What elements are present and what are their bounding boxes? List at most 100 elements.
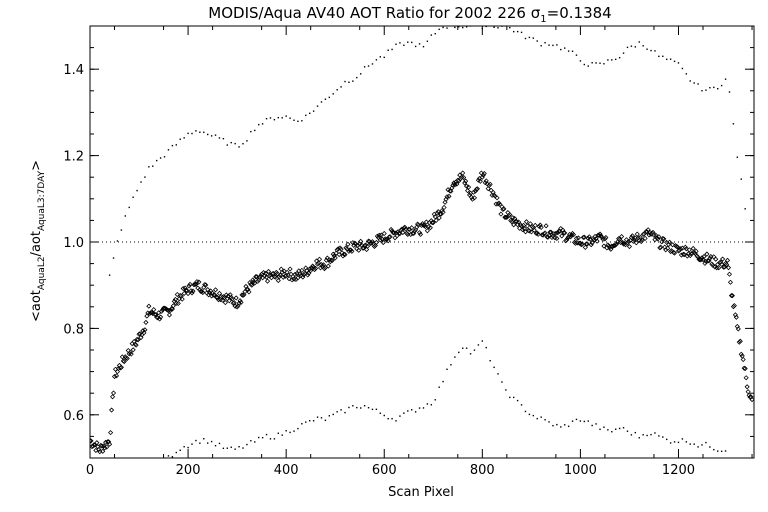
- mean-point: [143, 319, 149, 326]
- upper-bound-point: [332, 93, 334, 95]
- mean-point: [140, 328, 146, 334]
- lower-bound-point: [689, 443, 691, 445]
- mean-point: [594, 238, 600, 244]
- mean-point: [444, 194, 450, 200]
- lower-bound-point: [536, 417, 538, 420]
- mean-point: [325, 263, 331, 269]
- mean-point: [689, 250, 695, 256]
- lower-bound-point: [399, 415, 401, 417]
- lower-bound-point: [265, 433, 268, 436]
- lower-bound-point: [391, 417, 393, 420]
- lower-bound-point: [167, 455, 170, 457]
- mean-point: [380, 240, 386, 246]
- mean-point: [519, 227, 526, 233]
- mean-point: [733, 314, 739, 320]
- mean-point: [642, 235, 648, 241]
- x-tick-label: 1000: [564, 463, 597, 478]
- upper-bound-point: [564, 47, 566, 49]
- mean-point: [420, 222, 427, 228]
- mean-point: [169, 306, 175, 312]
- lower-bound-point: [407, 410, 409, 412]
- mean-point: [376, 232, 382, 238]
- lower-bound-point: [560, 426, 562, 428]
- mean-point: [277, 272, 283, 278]
- mean-point: [153, 312, 159, 318]
- lower-bound-point: [269, 438, 272, 440]
- lower-bound-point: [646, 434, 648, 437]
- mean-point: [629, 233, 635, 239]
- upper-bound-point: [489, 26, 491, 27]
- mean-point: [386, 234, 392, 240]
- mean-point: [107, 441, 113, 447]
- mean-point: [723, 261, 730, 268]
- chart-title-value: =0.1384: [547, 4, 612, 22]
- mean-point: [700, 257, 706, 263]
- upper-bound-point: [548, 44, 550, 46]
- mean-point: [601, 243, 607, 249]
- upper-bound-point: [544, 42, 546, 44]
- lower-bound-point: [257, 436, 260, 439]
- mean-point: [680, 251, 686, 257]
- mean-point: [114, 369, 121, 375]
- mean-point: [409, 225, 415, 231]
- mean-point: [274, 271, 280, 277]
- upper-bound-point: [273, 118, 276, 121]
- lower-bound-point: [481, 340, 484, 342]
- mean-point: [396, 230, 402, 236]
- mean-point: [602, 236, 608, 242]
- mean-point: [477, 178, 483, 184]
- lower-bound-point: [414, 411, 417, 413]
- upper-bound-point: [418, 43, 421, 45]
- mean-point: [313, 265, 319, 271]
- upper-bound-point: [163, 156, 166, 158]
- mean-point: [269, 271, 275, 277]
- mean-point: [109, 407, 115, 413]
- lower-bound-point: [638, 437, 640, 439]
- upper-bound-point: [250, 130, 252, 133]
- mean-point: [364, 246, 370, 253]
- lower-bound-point: [344, 411, 346, 414]
- upper-bound-point: [615, 58, 617, 61]
- lower-bound-point: [622, 427, 625, 429]
- lower-bound-point: [289, 431, 291, 434]
- mean-point: [531, 227, 537, 233]
- mean-point: [507, 212, 513, 218]
- mean-point: [589, 240, 595, 246]
- mean-point: [111, 373, 118, 380]
- mean-point: [674, 244, 681, 250]
- lower-bound-point: [540, 416, 542, 418]
- mean-point: [203, 282, 209, 288]
- upper-bound-point: [713, 86, 715, 89]
- lower-bound-point: [501, 381, 503, 383]
- upper-bound-point: [195, 130, 197, 132]
- mean-point: [600, 236, 606, 242]
- upper-bound-point: [583, 63, 586, 66]
- y-tick-label: 0.6: [63, 409, 84, 424]
- mean-point: [547, 229, 553, 235]
- upper-bound-point: [501, 26, 503, 27]
- mean-point: [494, 195, 500, 201]
- upper-bound-point: [383, 56, 385, 59]
- lower-bound-point: [371, 408, 374, 411]
- lower-bound-point: [426, 403, 429, 405]
- mean-point: [713, 256, 719, 262]
- mean-point: [110, 390, 117, 396]
- mean-point: [356, 247, 362, 253]
- mean-point: [172, 296, 178, 303]
- mean-point: [470, 189, 477, 195]
- upper-bound-point: [242, 143, 244, 145]
- lower-bound-point: [308, 419, 311, 422]
- lower-bound-point: [567, 425, 570, 428]
- mean-point: [306, 270, 312, 276]
- mean-point: [283, 272, 289, 279]
- upper-bound-point: [481, 27, 484, 30]
- lower-bound-point: [681, 438, 684, 440]
- mean-point: [463, 178, 469, 184]
- upper-bound-point: [320, 101, 323, 103]
- mean-point: [645, 227, 651, 233]
- mean-point: [316, 256, 323, 262]
- mean-point: [170, 303, 176, 309]
- mean-point: [307, 266, 313, 272]
- mean-point: [448, 188, 454, 194]
